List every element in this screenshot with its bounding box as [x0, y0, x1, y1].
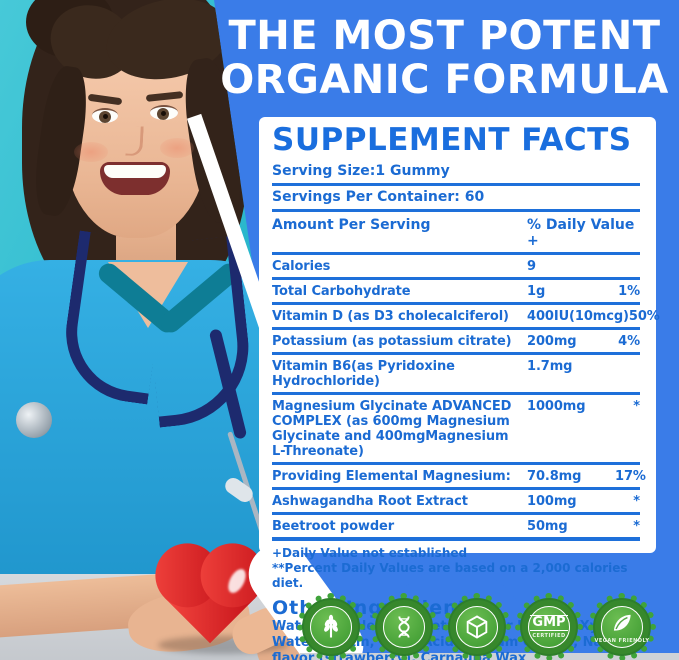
sugar-cube-icon	[466, 615, 488, 639]
row-amount: 9	[527, 259, 536, 274]
amount-header: Amount Per Serving	[272, 217, 431, 233]
table-row: Magnesium Glycinate ADVANCED COMPLEX (as…	[272, 395, 640, 465]
row-name: Magnesium Glycinate ADVANCED COMPLEX (as…	[272, 399, 512, 459]
table-row: Vitamin D (as D3 cholecalciferol) 400IU(…	[272, 305, 660, 330]
badge-sugar-free	[443, 593, 511, 660]
table-row: Beetroot powder 50mg *	[272, 515, 640, 541]
row-daily-value: 17%	[615, 469, 646, 484]
badge-gmp-certified: GMP CERTIFIED	[515, 593, 583, 660]
footnote-1: +Daily Value not established	[272, 546, 468, 560]
row-daily-value: 1%	[618, 284, 640, 299]
row-daily-value: 50%	[628, 309, 660, 324]
servings-per-container: Servings Per Container: 60	[272, 186, 640, 212]
iris	[157, 108, 169, 120]
badge-burst	[443, 593, 511, 660]
row-amount: 1.7mg	[527, 359, 573, 374]
table-row: Potassium (as potassium citrate) 200mg 4…	[272, 330, 640, 355]
blush-right	[160, 138, 194, 158]
teeth	[104, 165, 166, 178]
row-amount: 1000mg	[527, 399, 586, 414]
badge-center	[383, 606, 425, 648]
row-name: Potassium (as potassium citrate)	[272, 334, 512, 349]
table-row: Providing Elemental Magnesium: 70.8mg 17…	[272, 465, 646, 490]
eye-left	[92, 108, 118, 123]
badge-burst	[515, 593, 583, 660]
stethoscope-chestpiece	[16, 402, 52, 438]
leaf-icon	[613, 614, 631, 631]
row-amount: 100mg	[527, 494, 577, 509]
vegan-friendly-text: VEGAN FRIENDLY	[594, 638, 650, 644]
banner-line-2: ORGANIC FORMULA	[220, 57, 669, 103]
table-row: Vitamin B6(as Pyridoxine Hydrochloride) …	[272, 355, 640, 395]
row-name: Total Carbohydrate	[272, 284, 411, 299]
row-name: Beetroot powder	[272, 519, 395, 534]
badge-center	[310, 606, 352, 648]
wheat-icon	[324, 614, 338, 638]
row-name: Providing Elemental Magnesium:	[272, 469, 511, 484]
badge-disc: VEGAN FRIENDLY	[593, 598, 651, 656]
footnotes: +Daily Value not established **Percent D…	[272, 546, 640, 591]
badge-disc	[302, 598, 360, 656]
table-row: Calories 9	[272, 255, 640, 280]
badge-disc	[375, 598, 433, 656]
row-name: Vitamin D (as D3 cholecalciferol)	[272, 309, 509, 324]
row-daily-value: *	[633, 519, 640, 534]
pupil	[161, 111, 166, 116]
serving-size: Serving Size:1 Gummy	[272, 160, 640, 186]
badge-vegan-friendly: VEGAN FRIENDLY	[588, 593, 656, 660]
badge-disc	[448, 598, 506, 656]
blush-left	[74, 142, 108, 162]
banner-title: THE MOST POTENT ORGANIC FORMULA	[212, 14, 677, 102]
badge-gmo-free	[370, 593, 438, 660]
daily-value-header: % Daily Value +	[527, 217, 635, 249]
pupil	[103, 114, 108, 119]
row-amount: 70.8mg	[527, 469, 582, 484]
row-amount: 50mg	[527, 519, 568, 534]
facts-header-row: Amount Per Serving % Daily Value +	[272, 212, 640, 255]
dna-icon	[398, 616, 410, 638]
badge-center: GMP CERTIFIED	[528, 606, 570, 648]
row-name: Calories	[272, 259, 331, 274]
gmp-text: GMP	[530, 615, 568, 631]
row-daily-value: *	[633, 494, 640, 509]
badge-burst	[588, 593, 656, 660]
footnote-2: **Percent Daily Values are based on a 2,…	[272, 561, 628, 590]
badge-gluten-free	[297, 593, 365, 660]
row-amount: 200mg	[527, 334, 577, 349]
badge-burst	[297, 593, 365, 660]
row-name: Ashwagandha Root Extract	[272, 494, 468, 509]
badge-center: VEGAN FRIENDLY	[594, 606, 649, 648]
badge-center	[456, 606, 498, 648]
row-amount: 400IU(10mcg)	[527, 309, 629, 324]
facts-title: SUPPLEMENT FACTS	[272, 122, 632, 158]
table-row: Total Carbohydrate 1g 1%	[272, 280, 640, 305]
row-name: Vitamin B6(as Pyridoxine Hydrochloride)	[272, 359, 455, 389]
row-amount: 1g	[527, 284, 546, 299]
badge-disc: GMP CERTIFIED	[520, 598, 578, 656]
badge-burst	[370, 593, 438, 660]
table-row: Ashwagandha Root Extract 100mg *	[272, 490, 640, 515]
eye-right	[150, 105, 178, 120]
iris	[99, 111, 111, 123]
smile	[100, 162, 170, 195]
gmp-certified-text: CERTIFIED	[532, 633, 566, 639]
banner-line-1: THE MOST POTENT	[228, 13, 661, 59]
supplement-facts-panel: SUPPLEMENT FACTS Serving Size:1 Gummy Se…	[259, 117, 660, 660]
row-daily-value: *	[633, 399, 640, 414]
row-daily-value: 4%	[618, 334, 640, 349]
